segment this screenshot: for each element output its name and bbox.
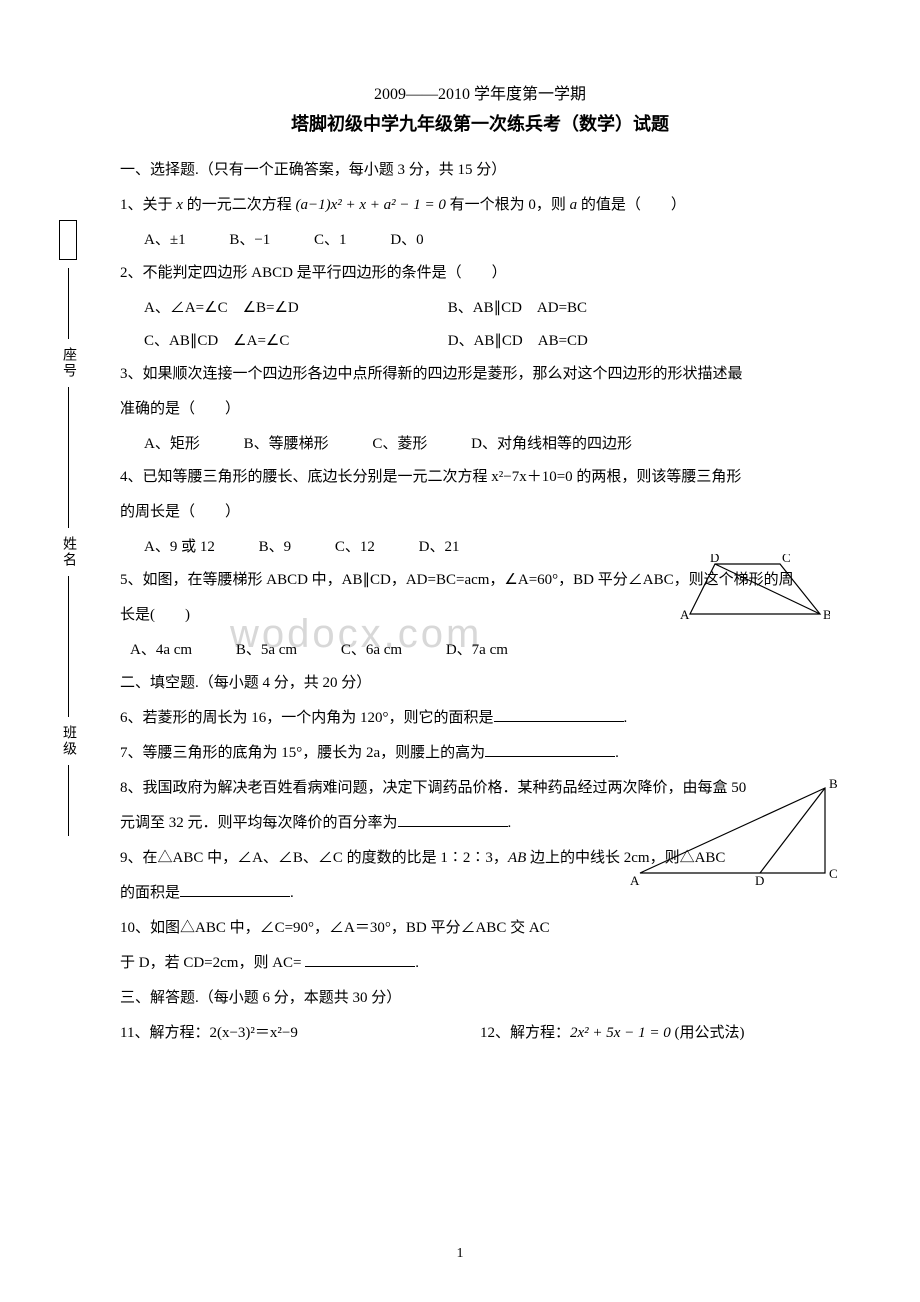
q9-blank [180,882,290,897]
q11: 11、解方程：2(x−3)²＝x²−9 [120,1017,480,1050]
q1-end: 的值是（ ） [577,197,686,213]
q3-options: A、矩形 B、等腰梯形 C、菱形 D、对角线相等的四边形 [120,428,840,461]
q7-blank [485,742,615,757]
q9-pre: 9、在△ABC 中，∠A、∠B、∠C 的度数的比是 1∶2∶3， [120,850,508,866]
q1-eq: (a−1)x² + x + a² − 1 = 0 [295,197,445,213]
q10-blank [305,952,415,967]
q8-period: . [508,815,512,831]
section3-title: 三、解答题.（每小题 6 分，本题共 30 分） [120,982,840,1015]
q4-opt-d: D、21 [419,531,460,564]
q5-opt-c: C、6a cm [341,634,402,667]
q6: 6、若菱形的周长为 16，一个内角为 120°，则它的面积是. [120,702,840,735]
q12: 12、解方程：2x² + 5x − 1 = 0 (用公式法) [480,1017,840,1050]
q9-l1: 9、在△ABC 中，∠A、∠B、∠C 的度数的比是 1∶2∶3，AB 边上的中线… [120,842,840,875]
q9-ab: AB [508,850,526,866]
q12-pre: 12、解方程： [480,1025,570,1041]
q8-text2: 元调至 32 元．则平均每次降价的百分率为 [120,815,398,831]
q6-period: . [624,710,628,726]
q2-options-row2: C、AB∥CD ∠A=∠C D、AB∥CD AB=CD [120,325,840,358]
q1-opt-c: C、1 [314,224,347,257]
section1-title: 一、选择题.（只有一个正确答案，每小题 3 分，共 15 分） [120,154,840,187]
q4-opt-b: B、9 [259,531,292,564]
q1-mid: 的一元二次方程 [183,197,296,213]
q4-stem1: 4、已知等腰三角形的腰长、底边长分别是一元二次方程 x²−7x＋10=0 的两根… [120,461,840,494]
q4-options: A、9 或 12 B、9 C、12 D、21 [120,531,840,564]
q1-opt-d: D、0 [390,224,423,257]
q5-stem1: 5、如图，在等腰梯形 ABCD 中，AB∥CD，AD=BC=acm，∠A=60°… [120,564,840,597]
q10-period: . [415,955,419,971]
exam-page: 2009——2010 学年度第一学期 塔脚初级中学九年级第一次练兵考（数学）试题… [0,0,920,1092]
q10-text2: 于 D，若 CD=2cm，则 AC= [120,955,305,971]
q8-l2: 元调至 32 元．则平均每次降价的百分率为. [120,807,840,840]
q6-blank [494,707,624,722]
exam-title: 塔脚初级中学九年级第一次练兵考（数学）试题 [120,110,840,136]
q3-opt-a: A、矩形 [144,428,200,461]
q8-l1: 8、我国政府为解决老百姓看病难问题，决定下调药品价格．某种药品经过两次降价，由每… [120,772,840,805]
q10-l1: 10、如图△ABC 中，∠C=90°，∠A＝30°，BD 平分∠ABC 交 AC [120,912,840,945]
section2-title: 二、填空题.（每小题 4 分，共 20 分） [120,667,840,700]
q5-options: A、4a cm B、5a cm C、6a cm D、7a cm [120,634,840,667]
q1-x: x [176,197,183,213]
q1-opt-a: A、±1 [144,224,186,257]
q5-opt-a: A、4a cm [130,634,192,667]
q9-l2: 的面积是. [120,877,840,910]
q3-opt-d: D、对角线相等的四边形 [471,428,632,461]
q2-opt-d: D、AB∥CD AB=CD [448,333,588,349]
q3-stem1: 3、如果顺次连接一个四边形各边中点所得新的四边形是菱形，那么对这个四边形的形状描… [120,358,840,391]
q1-post: 有一个根为 0，则 [446,197,570,213]
q9-period: . [290,885,294,901]
q12-post: (用公式法) [674,1025,744,1041]
q3-opt-b: B、等腰梯形 [244,428,329,461]
q7-period: . [615,745,619,761]
q3-opt-c: C、菱形 [372,428,427,461]
q1-stem: 1、关于 x 的一元二次方程 (a−1)x² + x + a² − 1 = 0 … [120,189,840,222]
q2-opt-b: B、AB∥CD AD=BC [448,300,587,316]
semester-line: 2009——2010 学年度第一学期 [120,80,840,104]
q7: 7、等腰三角形的底角为 15°，腰长为 2a，则腰上的高为. [120,737,840,770]
q8-blank [398,812,508,827]
q9-text2: 的面积是 [120,885,180,901]
q6-text: 6、若菱形的周长为 16，一个内角为 120°，则它的面积是 [120,710,494,726]
q5-opt-d: D、7a cm [446,634,508,667]
q3-stem2: 准确的是（ ） [120,393,840,426]
q2-options-row1: A、∠A=∠C ∠B=∠D B、AB∥CD AD=BC [120,292,840,325]
q2-opt-c: C、AB∥CD ∠A=∠C [144,325,444,358]
q4-stem2: 的周长是（ ） [120,496,840,529]
q2-opt-a: A、∠A=∠C ∠B=∠D [144,292,444,325]
q10-l2: 于 D，若 CD=2cm，则 AC= . [120,947,840,980]
q5-stem2: 长是( ) [120,599,840,632]
q11-q12-row: 11、解方程：2(x−3)²＝x²−9 12、解方程：2x² + 5x − 1 … [120,1017,840,1050]
q5-opt-b: B、5a cm [236,634,297,667]
q1-pre: 1、关于 [120,197,176,213]
q1-opt-b: B、−1 [229,224,270,257]
q4-opt-a: A、9 或 12 [144,531,215,564]
q4-opt-c: C、12 [335,531,375,564]
page-number: 1 [0,1246,920,1262]
q7-text: 7、等腰三角形的底角为 15°，腰长为 2a，则腰上的高为 [120,745,485,761]
q9-post: 边上的中线长 2cm，则△ABC [526,850,725,866]
q1-options: A、±1 B、−1 C、1 D、0 [120,224,840,257]
q2-stem: 2、不能判定四边形 ABCD 是平行四边形的条件是（ ） [120,257,840,290]
q12-eq: 2x² + 5x − 1 = 0 [570,1025,671,1041]
